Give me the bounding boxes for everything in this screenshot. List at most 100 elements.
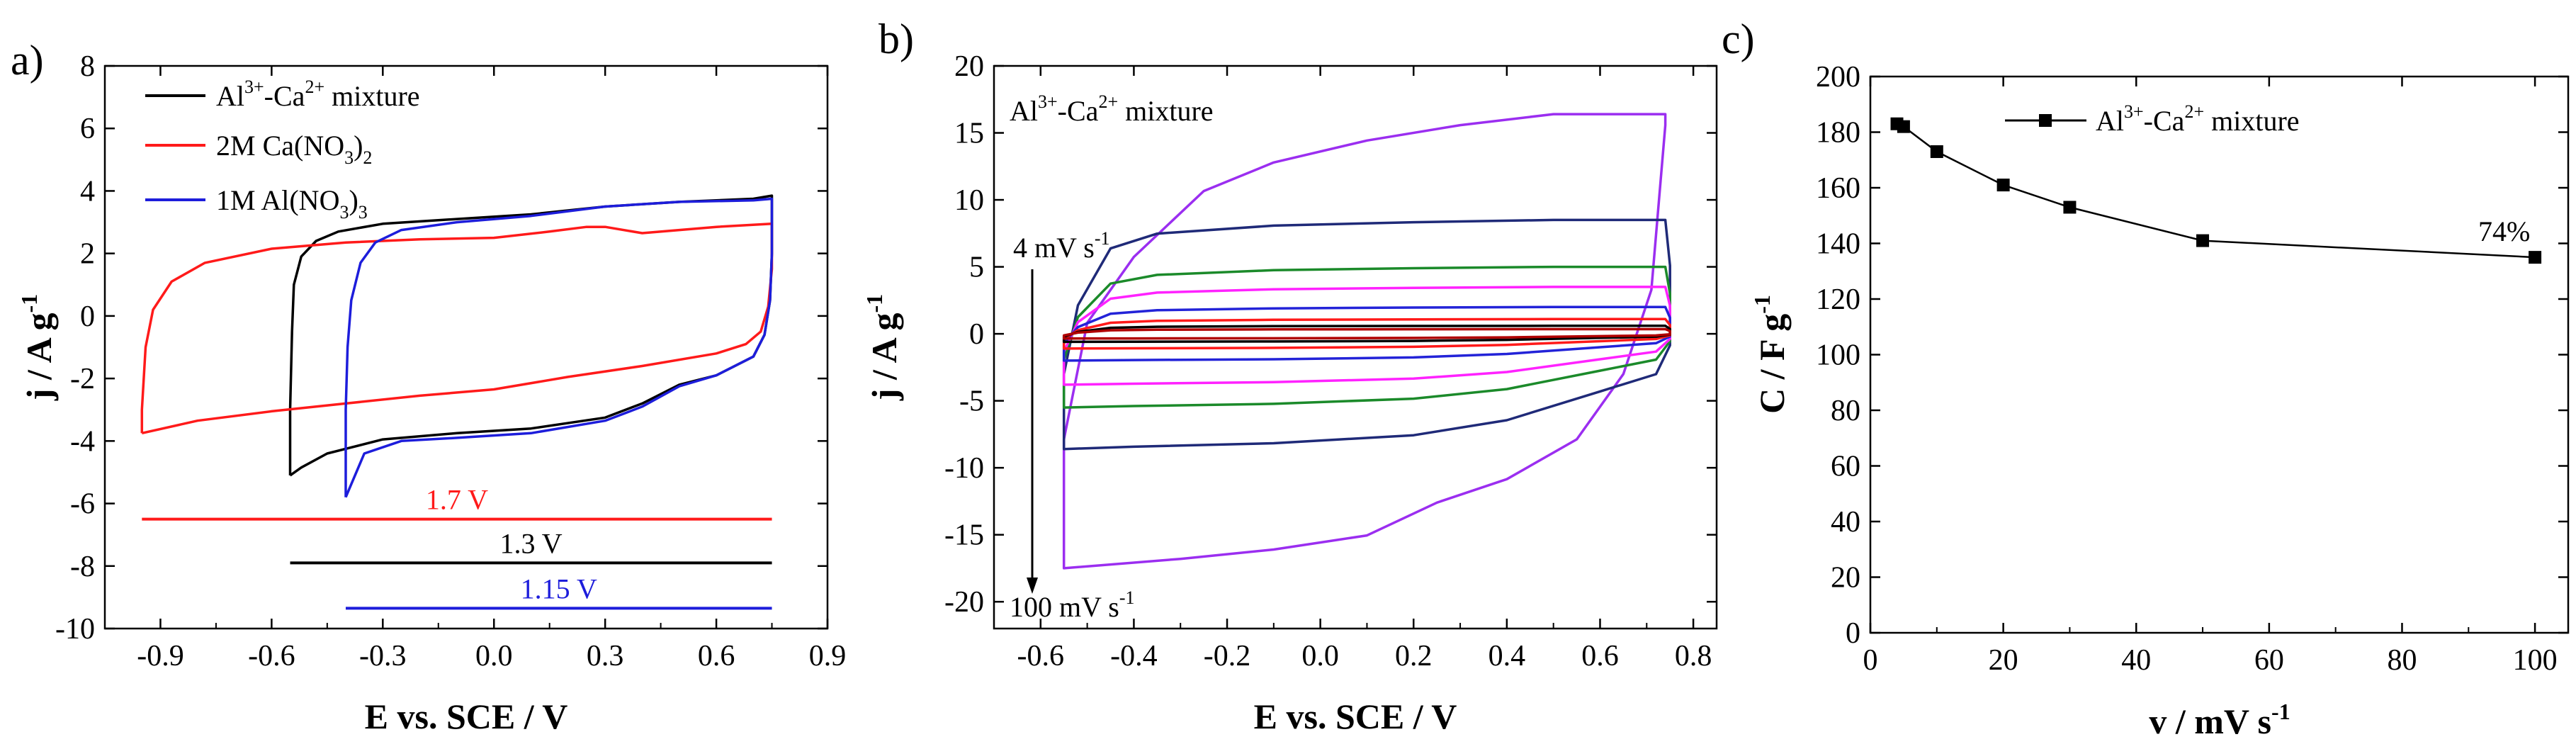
panel-b-cv-curve (1062, 286, 1671, 386)
panel-a: a) -0.9 -0.6 -0.3 0.0 0.3 0.6 0.9 -10 -8 -6 -4 -2 0 2… (11, 37, 846, 736)
panel-b-xtick-label: 0.2 (1395, 640, 1433, 672)
panel-c-ytick-label: 80 (1831, 395, 1860, 427)
panel-a-series-blue (344, 197, 774, 498)
legend-c-item: Al3+-Ca2+ mixture (2096, 101, 2300, 137)
panel-c-ytick-label: 120 (1816, 283, 1860, 316)
panel-a-ticks: -0.9 -0.6 -0.3 0.0 0.3 0.6 0.9 -10 -8 -6 -4 -2 0 2 4 6 8 (55, 50, 846, 672)
panel-c-ytick-label: 0 (1846, 617, 1860, 650)
panel-b-frame (993, 64, 1718, 630)
panel-b-ytick-label: 10 (954, 184, 984, 217)
panel-b-cv-curve (1062, 317, 1671, 350)
panel-c-ytick-label: 160 (1816, 172, 1860, 205)
panel-b-xtick-label: -0.2 (1204, 640, 1251, 672)
panel-a-xtick-label: 0.9 (809, 640, 847, 672)
panel-c-ytick-label: 60 (1831, 451, 1860, 483)
panel-b-ytick-label: 5 (969, 252, 984, 284)
panel-c-point (1930, 145, 1943, 158)
panel-c-ytick-label: 200 (1816, 61, 1860, 94)
panel-b-label: b) (879, 16, 914, 62)
panel-c-ytick-label: 140 (1816, 228, 1860, 261)
panel-a-ytick-label: -10 (55, 613, 95, 646)
panel-b-cv-curve (1062, 218, 1671, 451)
panel-b-xtick-label: -0.6 (1017, 640, 1065, 672)
panel-b-ytick-label: -10 (944, 452, 984, 485)
panel-b-xtick-label: 0.0 (1301, 640, 1339, 672)
panel-a-voltage-windows: 1.7 V 1.3 V 1.15 V (142, 484, 772, 610)
panel-b-xtick-label: -0.4 (1110, 640, 1158, 672)
panel-a-ytick-label: -8 (70, 551, 95, 583)
panel-a-xtick-label: 0.0 (475, 640, 513, 672)
panel-b-curves (1062, 113, 1671, 570)
panel-a-frame (103, 64, 829, 630)
panel-a-series-red (140, 223, 774, 435)
panel-b-cv-curve (1062, 325, 1671, 344)
panel-c-ytick-label: 40 (1831, 506, 1860, 539)
panel-c: c) 0 20 40 60 80 100 0 20 40 60 80 100 120 140 160 180 2… (1722, 16, 2570, 741)
panel-c-ytick-label: 100 (1816, 339, 1860, 372)
panel-a-ytick-label: 4 (80, 175, 95, 208)
panel-b-arrow-bottom-label: 100 mV s-1 (1010, 587, 1135, 623)
panel-c-label: c) (1722, 16, 1755, 62)
panel-a-xtick-label: -0.9 (137, 640, 184, 672)
panel-a-ylabel: j / A g-1 (16, 294, 59, 401)
panel-b-ytick-label: 15 (954, 118, 984, 150)
panel-b-xtick-label: 0.4 (1488, 640, 1526, 672)
panel-c-series-line (1897, 123, 2536, 259)
panel-a-xtick-label: 0.6 (698, 640, 735, 672)
panel-c-annotation: 74% (2478, 215, 2530, 247)
voltage-window-label-black: 1.3 V (499, 527, 562, 559)
panel-c-xtick-label: 20 (1989, 644, 2018, 677)
panel-b-ytick-label: 0 (969, 318, 984, 351)
legend-a-item-1: 2M Ca(NO3)2 (216, 130, 372, 168)
panel-a-xtick-label: -0.6 (248, 640, 295, 672)
panel-c-xtick-label: 40 (2121, 644, 2151, 677)
panel-b-ticks: -0.6 -0.4 -0.2 0.0 0.2 0.4 0.6 0.8 -20 -15 -10 -5 0 5… (944, 50, 1717, 672)
panel-b-ytick-label: 20 (954, 50, 984, 83)
panel-a-ytick-label: -2 (70, 363, 95, 395)
panel-c-curves (1890, 117, 2542, 264)
panel-a-ytick-label: -4 (70, 425, 95, 458)
panel-b-xtick-label: 0.8 (1675, 640, 1712, 672)
panel-c-xtick-label: 80 (2387, 644, 2417, 677)
legend-c-marker (2039, 114, 2052, 127)
panel-a-label: a) (11, 37, 44, 84)
panel-c-xtick-label: 100 (2513, 644, 2558, 677)
panel-b-ytick-label: -20 (944, 586, 984, 619)
panel-c-point (1996, 179, 2010, 192)
panel-c-xtick-label: 0 (1863, 644, 1878, 677)
panel-b-xtick-label: 0.6 (1581, 640, 1619, 672)
panel-a-ytick-label: -6 (70, 488, 95, 521)
panel-c-point (1897, 120, 1910, 133)
legend-a-item-0: Al3+-Ca2+ mixture (216, 77, 420, 112)
panel-c-ytick-label: 180 (1816, 117, 1860, 150)
panel-b-arrow-top-label: 4 mV s-1 (1013, 228, 1110, 264)
panel-c-point (2196, 234, 2210, 247)
panel-c-point (2063, 201, 2077, 214)
panel-b-ylabel: j / A g-1 (862, 294, 904, 401)
panel-a-xtick-label: 0.3 (587, 640, 624, 672)
panel-b-cv-curve (1062, 113, 1667, 570)
panel-c-legend: Al3+-Ca2+ mixture (2005, 101, 2300, 137)
panel-c-xtick-label: 60 (2254, 644, 2284, 677)
panel-b-cv-curve (1062, 265, 1671, 409)
legend-a-item-2: 1M Al(NO3)3 (216, 184, 368, 223)
panel-c-point (2529, 251, 2542, 264)
panel-b-cv-curve (1062, 305, 1671, 362)
panel-c-frame (1869, 75, 2570, 634)
panel-a-ytick-label: 8 (80, 50, 95, 83)
panel-b: b) -0.6 -0.4 -0.2 0.0 0.2 0.4 0.6 0.8-20-15-10-… (862, 16, 1718, 736)
panel-b-ytick-label: -5 (959, 385, 984, 418)
panel-a-xtick-label: -0.3 (359, 640, 407, 672)
panel-a-legend: Al3+-Ca2+ mixture 2M Ca(NO3)2 1M Al(NO3)… (145, 77, 420, 223)
panel-b-cv-curve (1062, 327, 1671, 340)
panel-c-ylabel: C / F g-1 (1749, 295, 1792, 414)
panel-c-ticks: 0 20 40 60 80 100 0 20 40 60 80 100 120 140 160 180 200 (1816, 61, 2568, 677)
panel-a-ytick-label: 2 (80, 238, 95, 271)
panel-b-title-label: Al3+-Ca2+ mixture (1010, 91, 1214, 127)
panel-a-ytick-label: 0 (80, 300, 95, 333)
voltage-window-label-red: 1.7 V (426, 484, 488, 516)
voltage-window-label-blue: 1.15 V (521, 573, 597, 604)
panel-b-scan-arrowhead (1027, 578, 1038, 594)
panel-a-curves (140, 194, 774, 498)
